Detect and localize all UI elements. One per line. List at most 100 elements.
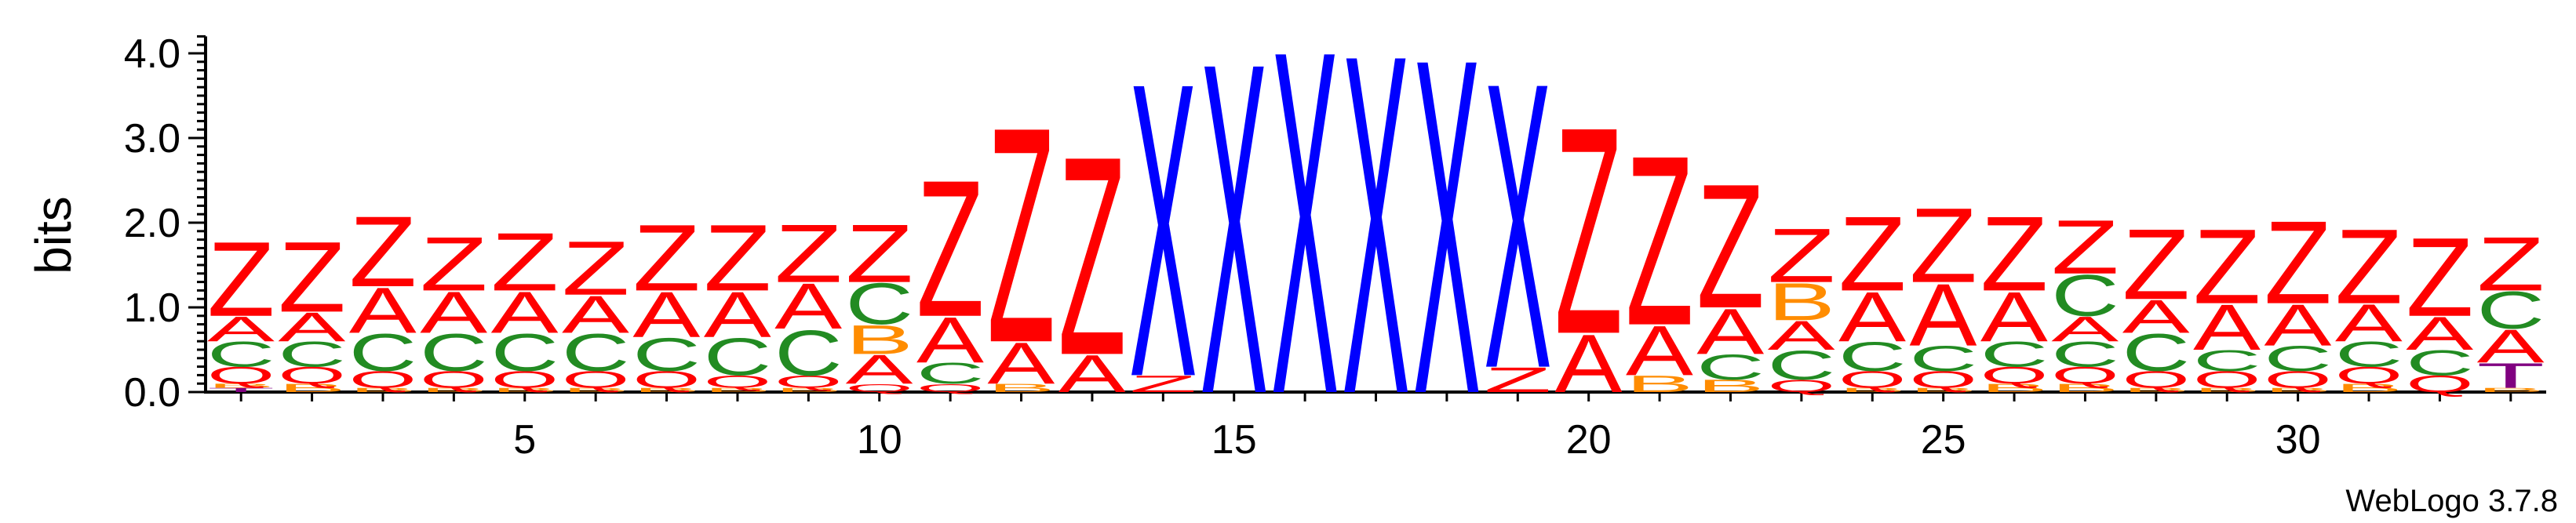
logo-glyph-C: C xyxy=(349,323,417,383)
logo-glyph-A: A xyxy=(2193,291,2261,364)
glyph-letter: Z xyxy=(420,221,487,307)
logo-glyph-Q: Q xyxy=(916,381,984,394)
glyph-letter: B xyxy=(278,381,345,394)
y-tick-label: 2.0 xyxy=(124,201,180,246)
glyph-letter: Q xyxy=(1980,362,2048,389)
glyph-letter: Z xyxy=(2477,221,2545,307)
logo-glyph-B: B xyxy=(2335,381,2403,394)
glyph-letter: Q xyxy=(2264,367,2331,394)
logo-glyph-C: C xyxy=(632,329,700,382)
glyph-letter: Q xyxy=(1768,376,1835,395)
glyph-letter: Q xyxy=(349,367,417,394)
logo-glyph-A: A xyxy=(278,304,345,350)
glyph-letter: Z xyxy=(349,195,417,307)
logo-glyph-B: B xyxy=(491,387,559,393)
glyph-letter: A xyxy=(1554,317,1622,409)
glyph-letter: Q xyxy=(632,367,700,394)
logo-glyph-Q: Q xyxy=(2335,362,2403,389)
axes: 0.0 1.0 2.0 3.0 4.0 5 10 15 20 25 30 xyxy=(124,31,2546,463)
glyph-letter: B xyxy=(2122,387,2190,393)
logo-glyph-Z: Z xyxy=(2051,204,2119,290)
logo-glyph-T: T xyxy=(207,387,275,393)
glyph-letter: C xyxy=(2264,339,2331,379)
glyph-letter: C xyxy=(491,323,559,383)
logo-glyph-C: C xyxy=(207,335,275,375)
logo-glyph-C: C xyxy=(420,323,487,383)
glyph-letter: X xyxy=(1484,0,1551,454)
logo-glyph-Z: Z xyxy=(562,225,629,311)
glyph-letter: C xyxy=(420,323,487,383)
logo-glyph-X: X xyxy=(1271,0,1339,496)
logo-glyph-C: C xyxy=(2406,343,2473,383)
logo-glyph-C: C xyxy=(2051,263,2119,329)
logo-glyph-B: B xyxy=(278,381,345,394)
glyph-letter: Q xyxy=(420,367,487,394)
glyph-letter: B xyxy=(2477,387,2545,393)
logo-glyph-Z: Z xyxy=(1058,98,1126,415)
glyph-letter: Z xyxy=(704,205,771,311)
glyph-letter: B xyxy=(632,387,700,393)
logo-glyph-C: C xyxy=(1909,339,1977,379)
glyph-letter: C xyxy=(1838,333,1906,380)
logo-glyph-C: C xyxy=(2264,339,2331,379)
glyph-letter: C xyxy=(916,357,984,390)
glyph-letter: Q xyxy=(704,372,771,391)
glyph-letter: X xyxy=(1201,0,1268,493)
logo-glyph-Z: Z xyxy=(207,220,275,339)
glyph-letter: B xyxy=(207,383,275,389)
logo-glyph-C: C xyxy=(1768,342,1835,388)
x-tick-label: 20 xyxy=(1566,417,1612,463)
glyph-letter: Z xyxy=(2122,208,2190,320)
glyph-letter: A xyxy=(2477,320,2545,372)
glyph-letter: A xyxy=(420,280,488,346)
logo-glyph-X: X xyxy=(1129,0,1197,464)
glyph-letter: A xyxy=(2193,291,2261,364)
logo-glyph-C: C xyxy=(278,335,345,375)
glyph-letter: B xyxy=(2264,387,2331,393)
glyph-letter: X xyxy=(1129,0,1197,464)
logo-glyph-Z: Z xyxy=(1554,66,1622,396)
logo-glyph-C: C xyxy=(491,323,559,383)
glyph-letter: Z xyxy=(2051,204,2119,290)
logo-glyph-B: B xyxy=(1696,376,1764,396)
glyph-letter: A xyxy=(2406,307,2473,360)
glyph-letter: B xyxy=(349,387,417,393)
logo-glyph-Z: Z xyxy=(846,208,913,300)
glyph-letter: A xyxy=(1058,344,1126,404)
logo-glyph-Q: Q xyxy=(2122,367,2190,394)
logo-glyph-A: A xyxy=(1626,311,1694,390)
glyph-letter: A xyxy=(1696,295,1765,368)
logo-glyph-Z: Z xyxy=(2264,196,2331,328)
glyph-letter: A xyxy=(632,278,701,351)
logo-glyph-Q: Q xyxy=(349,367,417,394)
glyph-letter: A xyxy=(1980,277,2049,357)
glyph-letter: A xyxy=(278,304,345,350)
logo-glyph-A: A xyxy=(2335,293,2403,353)
logo-glyph-C: C xyxy=(2051,335,2119,375)
logo-glyph-A: A xyxy=(2051,310,2119,349)
glyph-letter: Z xyxy=(632,205,700,311)
logo-glyph-A: A xyxy=(916,303,985,376)
glyph-letter: C xyxy=(2193,344,2261,377)
logo-glyph-B: B xyxy=(1909,387,1977,393)
logo-glyph-Z: Z xyxy=(1909,187,1977,305)
glyph-letter: C xyxy=(704,327,771,387)
logo-glyph-B: B xyxy=(1768,271,1835,331)
glyph-letter: Z xyxy=(1980,195,2048,314)
glyph-letter: A xyxy=(1909,265,1977,365)
glyph-letter: A xyxy=(2335,293,2403,353)
glyph-letter: A xyxy=(2051,310,2119,349)
glyph-letter: Z xyxy=(278,221,345,333)
logo-glyph-A: A xyxy=(846,347,913,393)
glyph-letter: T xyxy=(207,387,275,393)
glyph-letter: A xyxy=(491,280,559,346)
glyph-letter: C xyxy=(2406,343,2473,383)
glyph-letter: Z xyxy=(1768,212,1835,299)
logo-glyph-A: A xyxy=(632,278,701,351)
logo-glyph-Z: Z xyxy=(1484,360,1551,399)
logo-glyph-X: X xyxy=(1413,0,1481,494)
glyph-letter: A xyxy=(1626,311,1694,390)
logo-glyph-B: B xyxy=(562,387,629,393)
glyph-letter: Z xyxy=(2335,208,2403,326)
